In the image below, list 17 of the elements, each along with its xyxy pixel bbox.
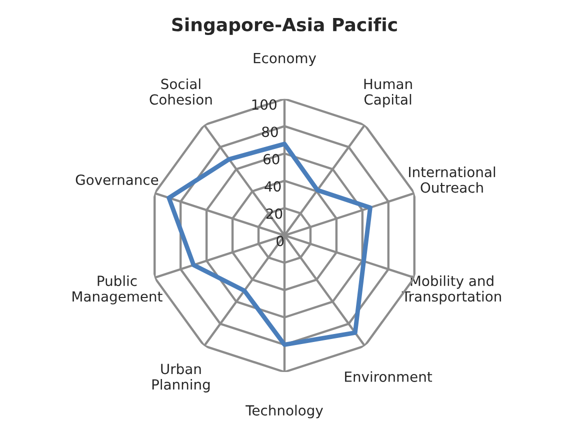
y-tick-label: 80	[262, 126, 278, 138]
spoke-label: Economy	[254, 53, 316, 66]
spoke-label: Social Cohesion	[150, 78, 212, 105]
spoke-label: Public Management	[72, 275, 162, 304]
y-tick-label: 60	[264, 154, 280, 164]
spoke-label: Technology	[246, 404, 323, 418]
spoke-label: Urban Planning	[152, 363, 210, 392]
spoke-label: Governance	[76, 174, 158, 186]
spoke-label: Human Capital	[364, 78, 412, 108]
y-tick-label: 20	[266, 208, 282, 219]
spoke-label: Mobility and Transportation	[402, 275, 501, 304]
spoke-label: International Outreach	[409, 166, 496, 193]
chart-title: Singapore-Asia Pacific	[172, 17, 397, 36]
spoke-label: Environment	[345, 371, 432, 382]
y-tick-label: 100	[252, 99, 276, 110]
y-tick-label: 40	[264, 181, 281, 192]
y-tick-label: 0	[276, 236, 284, 246]
